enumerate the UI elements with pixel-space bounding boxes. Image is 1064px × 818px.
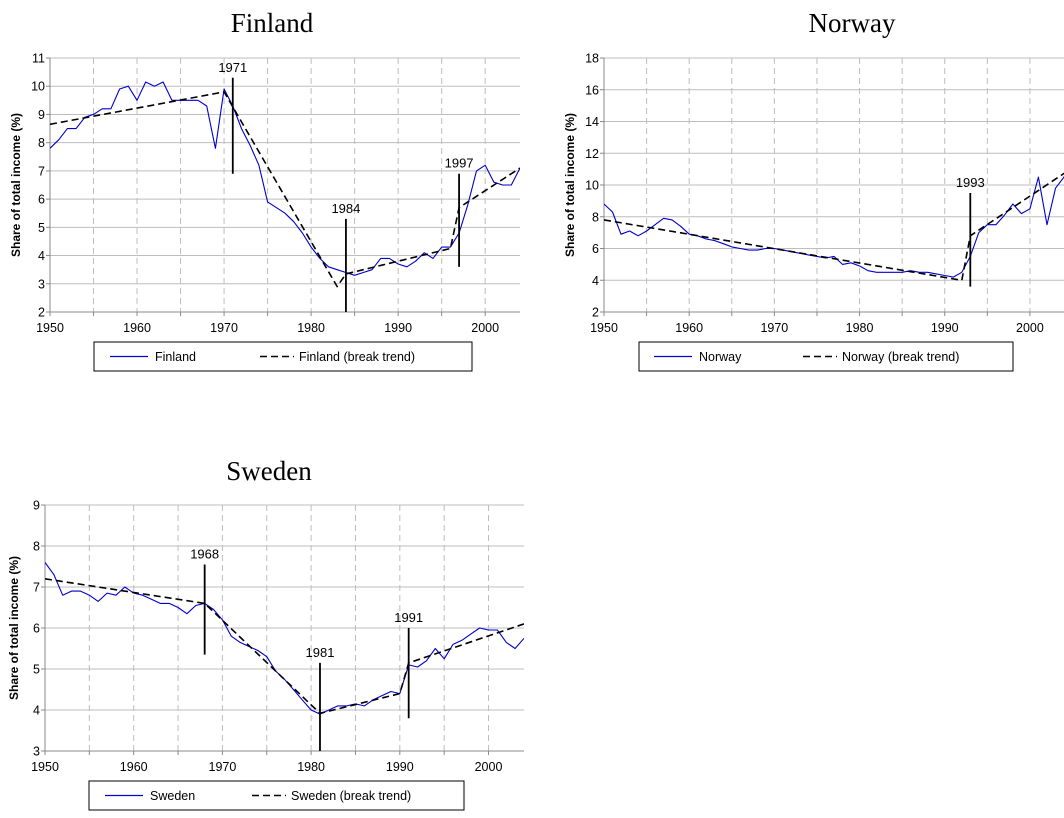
norway-trend-line <box>604 172 1064 282</box>
norway-y-tick-label: 8 <box>592 210 599 224</box>
finland-y-axis-label: Share of total income (%) <box>9 113 23 257</box>
norway-y-tick-label: 4 <box>592 274 599 288</box>
sweden-y-axis-label: Share of total income (%) <box>7 556 21 700</box>
norway-y-tick-label: 12 <box>585 147 599 161</box>
finland-x-tick-label: 1980 <box>297 321 325 335</box>
finland-series-line <box>50 81 520 276</box>
finland-y-tick-label: 2 <box>38 306 45 320</box>
sweden-y-tick-label: 4 <box>33 704 40 718</box>
norway-legend-label-trend: Norway (break trend) <box>842 350 959 364</box>
norway-x-tick-label: 1990 <box>931 321 959 335</box>
norway-x-tick-label: 1950 <box>590 321 618 335</box>
finland-break-label-1984: 1984 <box>331 201 360 216</box>
finland-x-tick-label: 1990 <box>384 321 412 335</box>
sweden-legend: Sweden Sweden (break trend) <box>88 780 465 811</box>
sweden-x-tick-label: 1990 <box>386 760 414 774</box>
finland-y-tick-label: 10 <box>31 80 45 94</box>
sweden-y-tick-label: 3 <box>33 745 40 759</box>
finland-legend: Finland Finland (break trend) <box>93 341 473 372</box>
finland-legend-label-series: Finland <box>155 350 196 364</box>
norway-y-tick-label: 18 <box>585 52 599 66</box>
norway-x-tick-label: 1970 <box>760 321 788 335</box>
sweden-break-label-1968: 1968 <box>190 546 219 561</box>
norway-y-tick-label: 10 <box>585 179 599 193</box>
sweden-x-tick-label: 2000 <box>475 760 503 774</box>
sweden-break-label-1991: 1991 <box>394 610 423 625</box>
sweden-legend-label-trend: Sweden (break trend) <box>291 789 411 803</box>
sweden-x-tick-label: 1950 <box>31 760 59 774</box>
norway-x-tick-label: 2000 <box>1016 321 1044 335</box>
sweden-y-tick-label: 8 <box>33 540 40 554</box>
finland-y-tick-label: 11 <box>32 52 45 66</box>
norway-y-axis-label: Share of total income (%) <box>563 113 577 257</box>
finland-break-label-1997: 1997 <box>445 156 474 171</box>
finland-y-tick-label: 6 <box>38 193 45 207</box>
norway-chart-title: Norway <box>809 8 896 38</box>
finland-y-tick-label: 7 <box>38 164 45 178</box>
sweden-y-tick-label: 7 <box>33 581 40 595</box>
finland-x-tick-label: 1950 <box>36 321 64 335</box>
finland-y-tick-label: 8 <box>38 136 45 150</box>
norway-break-label-1993: 1993 <box>956 175 985 190</box>
sweden-break-label-1981: 1981 <box>306 645 335 660</box>
finland-y-tick-label: 4 <box>38 249 45 263</box>
finland-x-tick-label: 1970 <box>210 321 238 335</box>
finland-chart-title: Finland <box>231 8 314 38</box>
sweden-y-tick-label: 6 <box>33 622 40 636</box>
sweden-series-line <box>45 562 524 715</box>
norway-series-line <box>604 175 1064 278</box>
finland-x-tick-label: 2000 <box>471 321 499 335</box>
sweden-x-tick-label: 1960 <box>120 760 148 774</box>
finland-chart: Finland 2 3 4 5 6 7 8 9 10 11 1950 1960 1970 1980 1990 2… <box>9 8 520 372</box>
sweden-x-tick-label: 1980 <box>297 760 325 774</box>
finland-break-label-1971: 1971 <box>218 60 247 75</box>
norway-legend: Norway Norway (break trend) <box>638 341 1014 372</box>
finland-y-tick-label: 5 <box>38 221 45 235</box>
finland-y-tick-label: 9 <box>38 108 45 122</box>
norway-x-tick-label: 1980 <box>846 321 874 335</box>
norway-y-tick-label: 2 <box>592 306 599 320</box>
sweden-y-tick-label: 9 <box>33 499 40 513</box>
sweden-trend-line <box>45 578 524 715</box>
norway-legend-label-series: Norway <box>699 350 742 364</box>
norway-y-tick-label: 14 <box>585 115 599 129</box>
finland-x-tick-label: 1960 <box>123 321 151 335</box>
finland-y-tick-label: 3 <box>38 277 45 291</box>
sweden-chart-title: Sweden <box>226 456 312 486</box>
norway-y-tick-label: 6 <box>592 242 599 256</box>
sweden-legend-label-series: Sweden <box>150 789 195 803</box>
sweden-chart: Sweden 3 4 5 6 7 8 9 1950 1960 1970 1980 1990 2000 Sha… <box>7 456 524 811</box>
norway-x-tick-label: 1960 <box>675 321 703 335</box>
finland-trend-line <box>50 91 520 288</box>
sweden-y-tick-label: 5 <box>33 663 40 677</box>
finland-legend-label-trend: Finland (break trend) <box>299 350 415 364</box>
norway-chart: Norway 2 4 6 8 10 12 14 16 18 1950 1960 1970 1980 1990… <box>563 8 1064 372</box>
norway-y-tick-label: 16 <box>585 83 599 97</box>
sweden-x-tick-label: 1970 <box>209 760 237 774</box>
